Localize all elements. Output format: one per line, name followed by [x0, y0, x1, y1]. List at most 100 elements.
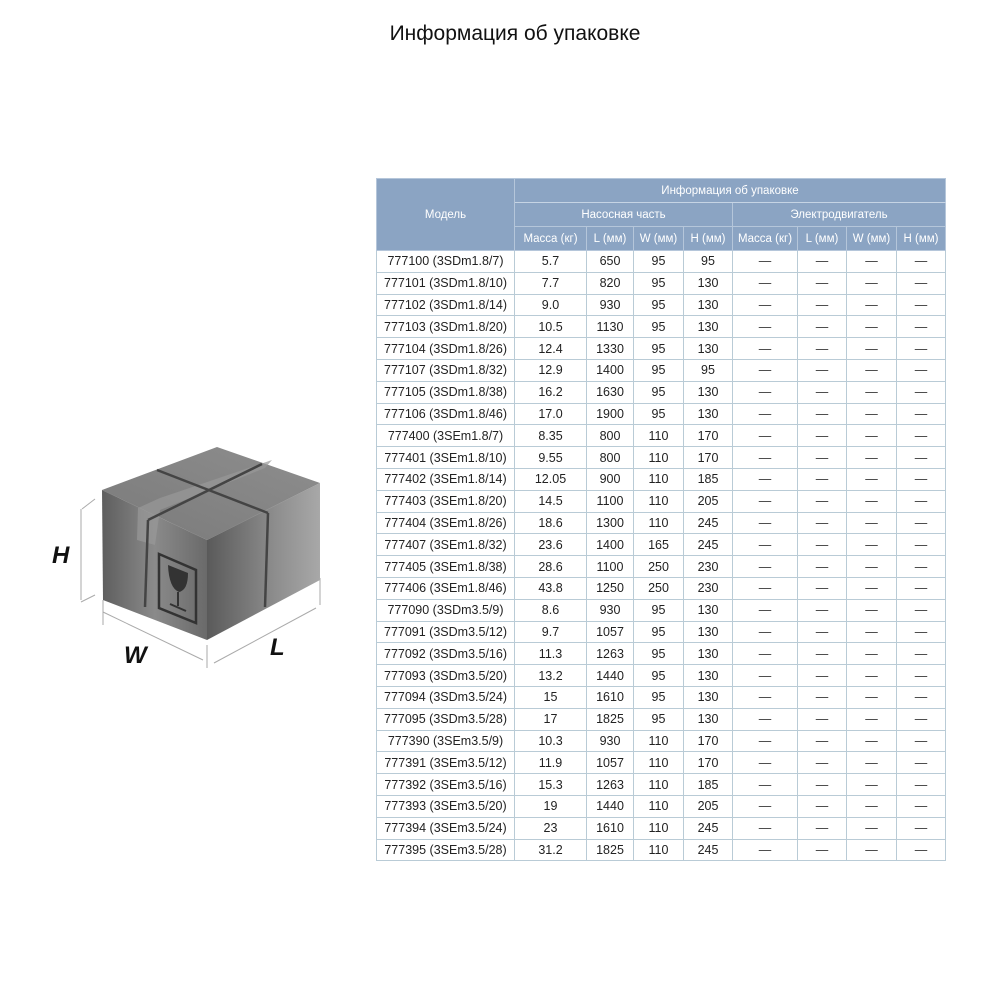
empty-value-cell: — [846, 533, 897, 557]
table-row: 777100 (3SDm1.8/7) 5.7 650 95 95— — — — [376, 250, 946, 273]
table-row: 777395 (3SEm3.5/28) 31.2 1825 110 245— — — — [376, 838, 946, 862]
empty-value-cell: — [797, 598, 847, 622]
empty-value-cell: — [846, 337, 897, 360]
value-cell: 800 [586, 446, 634, 469]
empty-value-cell: — [846, 380, 897, 404]
value-cell: 130 [683, 271, 733, 295]
empty-value-cell: — [797, 664, 847, 687]
empty-value-cell: — [846, 685, 897, 709]
width-label: W [124, 642, 149, 669]
empty-value-cell: — [732, 598, 798, 622]
model-cell: 777090 (3SDm3.5/9) [376, 598, 515, 622]
empty-value-cell: — [797, 250, 847, 273]
value-cell: 170 [683, 446, 733, 469]
empty-value-cell: — [846, 838, 897, 862]
value-cell: 930 [586, 598, 634, 622]
value-cell: 1057 [586, 620, 634, 644]
empty-value-cell: — [732, 489, 798, 513]
empty-value-cell: — [846, 250, 897, 273]
model-cell: 777107 (3SDm1.8/32) [376, 358, 515, 382]
empty-value-cell: — [732, 402, 798, 426]
model-cell: 777102 (3SDm1.8/14) [376, 293, 515, 317]
empty-value-cell: — [797, 358, 847, 382]
empty-value-cell: — [846, 707, 897, 731]
empty-value-cell: — [797, 729, 847, 753]
table-row: 777407 (3SEm1.8/32) 23.6 1400 165 245— — — — [376, 533, 946, 557]
value-cell: 130 [683, 664, 733, 687]
value-cell: 170 [683, 729, 733, 753]
value-cell: 16.2 [514, 380, 587, 404]
empty-value-cell: — [846, 489, 897, 513]
table-row: 777105 (3SDm1.8/38) 16.2 1630 95 130— — — — [376, 380, 946, 404]
value-cell: 95 [633, 250, 684, 273]
empty-value-cell: — [846, 576, 897, 600]
length-label: L [270, 634, 285, 661]
header-column: W (мм) [633, 226, 684, 251]
table-row: 777401 (3SEm1.8/10) 9.55 800 110 170— — — — [376, 446, 946, 469]
empty-value-cell: — [732, 664, 798, 687]
value-cell: 1400 [586, 358, 634, 382]
empty-value-cell: — [896, 358, 946, 382]
empty-value-cell: — [797, 751, 847, 775]
empty-value-cell: — [732, 467, 798, 491]
empty-value-cell: — [797, 620, 847, 644]
header-model: Модель [376, 178, 515, 251]
value-cell: 14.5 [514, 489, 587, 513]
table-row: 777390 (3SEm3.5/9) 10.3 930 110 170— — — — [376, 729, 946, 753]
value-cell: 9.55 [514, 446, 587, 469]
empty-value-cell: — [846, 729, 897, 753]
value-cell: 18.6 [514, 511, 587, 535]
empty-value-cell: — [797, 489, 847, 513]
model-cell: 777101 (3SDm1.8/10) [376, 271, 515, 295]
empty-value-cell: — [896, 555, 946, 578]
model-cell: 777093 (3SDm3.5/20) [376, 664, 515, 687]
model-cell: 777403 (3SEm1.8/20) [376, 489, 515, 513]
value-cell: 95 [633, 315, 684, 339]
table-row: 777094 (3SDm3.5/24) 15 1610 95 130— — — — [376, 685, 946, 709]
model-cell: 777103 (3SDm1.8/20) [376, 315, 515, 339]
empty-value-cell: — [797, 794, 847, 818]
empty-value-cell: — [732, 511, 798, 535]
value-cell: 12.4 [514, 337, 587, 360]
empty-value-cell: — [846, 293, 897, 317]
value-cell: 1440 [586, 664, 634, 687]
model-cell: 777091 (3SDm3.5/12) [376, 620, 515, 644]
empty-value-cell: — [896, 271, 946, 295]
empty-value-cell: — [797, 533, 847, 557]
value-cell: 130 [683, 402, 733, 426]
empty-value-cell: — [896, 685, 946, 709]
empty-value-cell: — [732, 620, 798, 644]
table-row: 777406 (3SEm1.8/46) 43.8 1250 250 230— — — — [376, 576, 946, 600]
empty-value-cell: — [896, 773, 946, 796]
model-cell: 777105 (3SDm1.8/38) [376, 380, 515, 404]
page-title: Информация об упаковке [389, 22, 641, 45]
value-cell: 1100 [586, 555, 634, 578]
value-cell: 95 [633, 380, 684, 404]
header-pump-part: Насосная часть [514, 202, 733, 227]
empty-value-cell: — [846, 642, 897, 666]
table-row: 777404 (3SEm1.8/26) 18.6 1300 110 245— — — — [376, 511, 946, 535]
model-cell: 777390 (3SEm3.5/9) [376, 729, 515, 753]
empty-value-cell: — [896, 794, 946, 818]
empty-value-cell: — [732, 533, 798, 557]
empty-value-cell: — [846, 315, 897, 339]
model-cell: 777092 (3SDm3.5/16) [376, 642, 515, 666]
empty-value-cell: — [896, 315, 946, 339]
empty-value-cell: — [797, 685, 847, 709]
value-cell: 28.6 [514, 555, 587, 578]
value-cell: 95 [633, 664, 684, 687]
empty-value-cell: — [896, 446, 946, 469]
value-cell: 17 [514, 707, 587, 731]
value-cell: 95 [633, 293, 684, 317]
empty-value-cell: — [732, 446, 798, 469]
model-cell: 777400 (3SEm1.8/7) [376, 424, 515, 448]
empty-value-cell: — [846, 664, 897, 687]
header-packaging-info: Информация об упаковке [514, 178, 946, 203]
value-cell: 43.8 [514, 576, 587, 600]
empty-value-cell: — [896, 380, 946, 404]
value-cell: 650 [586, 250, 634, 273]
table-row: 777402 (3SEm1.8/14) 12.05 900 110 185— — — — [376, 467, 946, 491]
value-cell: 130 [683, 598, 733, 622]
table-row: 777092 (3SDm3.5/16) 11.3 1263 95 130— — — — [376, 642, 946, 666]
model-cell: 777100 (3SDm1.8/7) [376, 250, 515, 273]
